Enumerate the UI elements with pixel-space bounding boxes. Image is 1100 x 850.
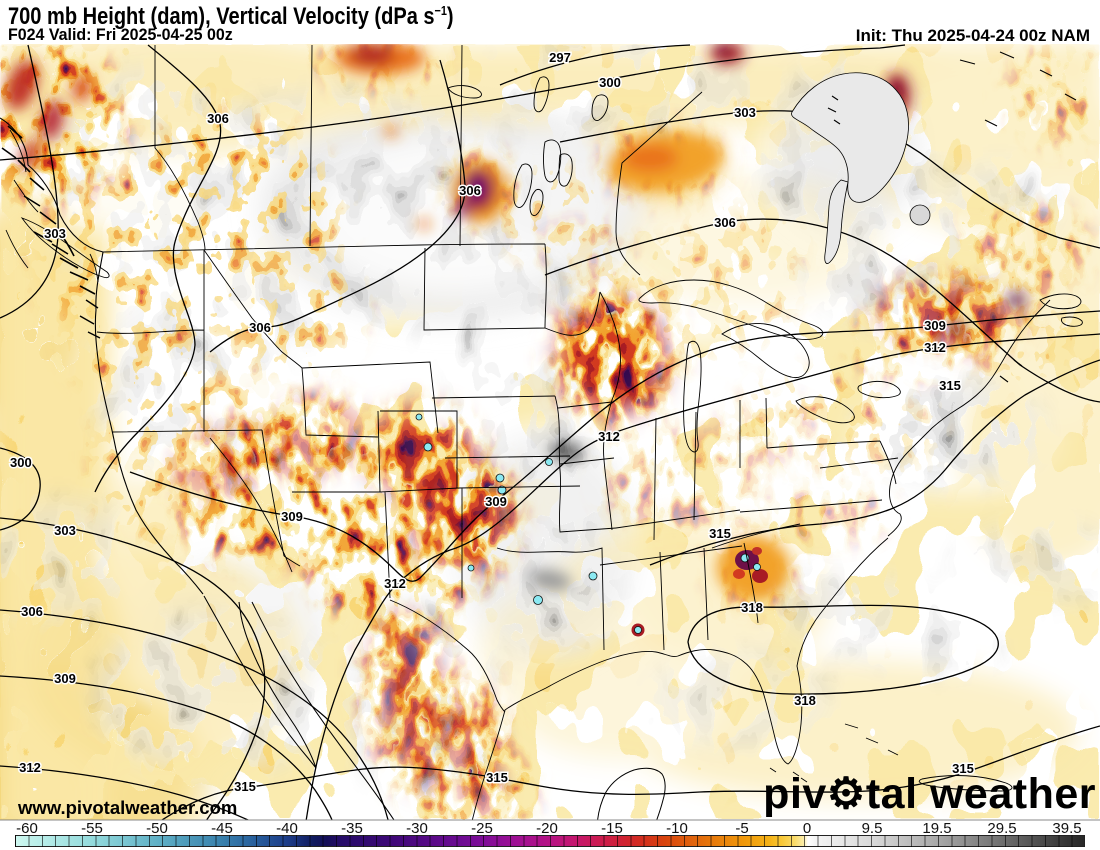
svg-text:315: 315 bbox=[939, 378, 961, 393]
svg-text:315: 315 bbox=[486, 770, 508, 785]
svg-text:303: 303 bbox=[734, 105, 756, 120]
svg-text:300: 300 bbox=[599, 75, 621, 90]
svg-text:306: 306 bbox=[459, 183, 481, 198]
svg-text:306: 306 bbox=[714, 215, 736, 230]
svg-text:315: 315 bbox=[234, 779, 256, 794]
svg-text:309: 309 bbox=[54, 671, 76, 686]
svg-text:309: 309 bbox=[924, 318, 946, 333]
svg-text:309: 309 bbox=[485, 494, 507, 509]
svg-text:315: 315 bbox=[709, 526, 731, 541]
svg-text:300: 300 bbox=[10, 455, 32, 470]
svg-text:303: 303 bbox=[44, 226, 66, 241]
svg-text:306: 306 bbox=[207, 111, 229, 126]
svg-text:306: 306 bbox=[249, 320, 271, 335]
svg-text:312: 312 bbox=[384, 576, 406, 591]
svg-text:306: 306 bbox=[21, 604, 43, 619]
svg-text:297: 297 bbox=[549, 50, 571, 65]
svg-text:309: 309 bbox=[281, 509, 303, 524]
svg-text:312: 312 bbox=[19, 760, 41, 775]
svg-text:312: 312 bbox=[924, 340, 946, 355]
svg-text:312: 312 bbox=[598, 429, 620, 444]
svg-text:318: 318 bbox=[794, 693, 816, 708]
svg-text:315: 315 bbox=[952, 761, 974, 776]
svg-text:318: 318 bbox=[741, 600, 763, 615]
svg-text:303: 303 bbox=[54, 523, 76, 538]
